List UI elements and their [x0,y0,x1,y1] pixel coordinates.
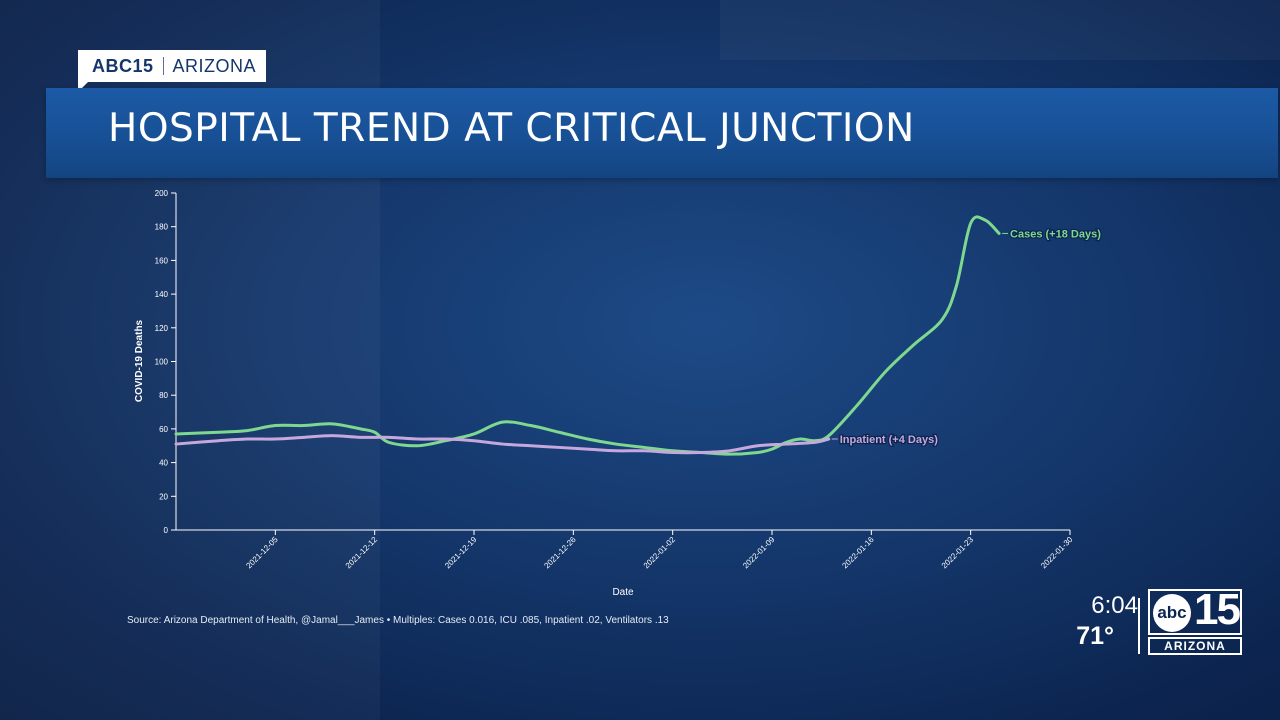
series-label: Cases (+18 Days) [1010,228,1101,240]
network-bug: ABC15 ARIZONA [78,50,267,82]
logo-frame: abc 15 [1148,585,1242,635]
clock-time: 6:04 [1091,592,1138,619]
station-logo: abc 15 ARIZONA [1148,585,1242,655]
y-tick-label: 20 [159,492,168,501]
headline-bar [46,88,1278,178]
series-line-1 [174,434,831,455]
bug-divider [162,57,164,75]
chart-lines [174,215,1001,456]
x-tick-label: 2021-12-12 [344,535,380,571]
y-tick-label: 60 [159,425,168,434]
source-note: Source: Arizona Department of Health, @J… [127,615,669,626]
logo-region: ARIZONA [1148,637,1242,655]
x-tick-label: 2022-01-23 [940,535,976,571]
network-region: ARIZONA [172,55,257,76]
abc-logo-icon: abc [1153,594,1191,632]
y-tick-label: 200 [155,189,169,198]
series-line-0 [174,215,1001,456]
time-temperature: 6:04 71° [1048,592,1138,658]
headline: HOSPITAL TREND AT CRITICAL JUNCTION [108,106,915,151]
x-tick-label: 2021-12-05 [244,535,280,571]
y-tick-label: 80 [159,391,168,400]
chart-axes: 0 20 40 60 80 100 120 140 160 180 200 2021-12-05 202… [155,189,1075,570]
network-brand: ABC15 [92,55,154,76]
y-tick-label: 160 [155,256,169,265]
y-tick-label: 0 [164,526,169,535]
x-tick-label: 2022-01-09 [741,535,777,571]
series-label: Inpatient (+4 Days) [840,434,938,446]
y-tick-label: 120 [155,324,169,333]
y-tick-label: 40 [159,459,168,468]
x-tick-label: 2022-01-30 [1039,535,1075,571]
x-tick-label: 2022-01-16 [840,535,876,571]
clock-divider [1138,598,1140,654]
y-tick-label: 100 [155,358,169,367]
bug-tail [78,82,88,92]
x-tick-label: 2021-12-26 [542,535,578,571]
chart-series-labels: Cases (+18 Days) Inpatient (+4 Days) [831,227,1102,447]
channel-number: 15 [1194,585,1241,634]
x-tick-label: 2021-12-19 [443,535,479,571]
temperature: 71° [1076,622,1114,650]
y-tick-label: 180 [155,223,169,232]
x-axis-label: Date [612,587,634,598]
x-tick-label: 2022-01-02 [642,535,678,571]
y-tick-label: 140 [155,290,169,299]
y-axis-label: COVID-19 Deaths [134,319,145,402]
